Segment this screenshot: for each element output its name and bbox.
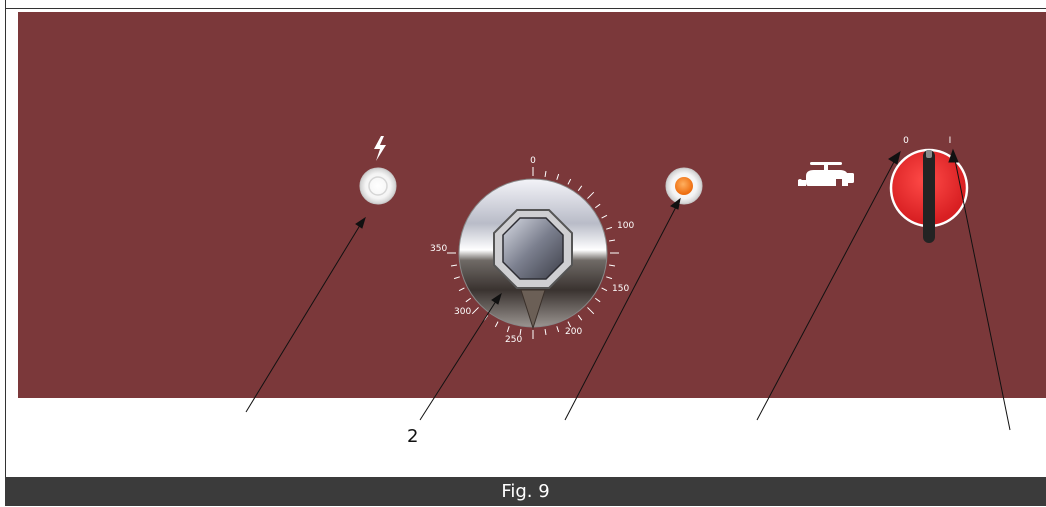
figure-caption: Fig. 9	[5, 477, 1046, 506]
leader-arrowhead-switch-on	[948, 148, 959, 163]
dial-tick	[465, 297, 471, 303]
heating-indicator-lamp	[665, 167, 703, 205]
dial-tick	[544, 328, 547, 336]
switch-label-off: 0	[903, 136, 909, 146]
dial-tick	[606, 276, 613, 280]
dial-label-250: 250	[505, 335, 522, 345]
water-switch[interactable]: 0 I	[889, 136, 969, 243]
dial-tick	[577, 185, 583, 191]
leader-arrowhead-thermostat	[491, 292, 502, 305]
leader-arrowhead-heating-lamp	[670, 197, 681, 210]
dial-label-300: 300	[454, 307, 471, 317]
dial-tick	[450, 264, 458, 267]
dial-tick	[606, 226, 613, 230]
dial-grip-inner	[502, 217, 564, 280]
dial-tick	[595, 203, 601, 209]
dial-tick	[494, 321, 499, 328]
dial-tick	[506, 326, 510, 333]
leader-lines	[245, 148, 1011, 431]
dial-tick	[587, 191, 595, 199]
dial-tick	[608, 264, 616, 267]
thermostat-dial[interactable]: 0 100 150 200 250 300 350	[430, 156, 634, 345]
switch-lever[interactable]	[923, 150, 935, 243]
dial-tick	[519, 328, 522, 336]
dial-tick	[471, 307, 479, 315]
dial-label-0: 0	[530, 156, 536, 166]
dial-tick	[556, 173, 560, 180]
dial-tick	[544, 170, 547, 178]
switch-label-on: I	[949, 136, 952, 146]
dial-tick	[556, 326, 560, 333]
dial-label-150: 150	[612, 284, 629, 294]
dial-pointer	[520, 289, 546, 330]
leader-arrowhead-power-lamp	[355, 216, 366, 229]
dial-label-350: 350	[430, 244, 447, 254]
leader-line-thermostat	[419, 297, 499, 421]
dial-label-100: 100	[617, 221, 634, 231]
dial-tick	[458, 287, 465, 292]
lightning-icon	[374, 136, 386, 161]
dial-tick	[453, 276, 460, 280]
leader-line-switch-off	[756, 159, 896, 421]
dial-tick	[587, 307, 595, 315]
power-indicator-lamp	[359, 167, 397, 205]
dial-tick	[601, 214, 608, 219]
leader-line-switch-on	[954, 159, 1011, 431]
dial-scale-ticks	[447, 167, 619, 339]
leader-arrowhead-switch-off	[888, 150, 901, 165]
dial-label-200: 200	[565, 327, 582, 337]
water-tap-icon	[798, 162, 854, 186]
leader-line-heating-lamp	[564, 204, 678, 421]
leader-line-power-lamp	[245, 221, 363, 413]
dial-tick	[595, 297, 601, 303]
figure-frame	[5, 0, 1046, 506]
dial-tick	[567, 321, 572, 328]
figure-border-top	[5, 8, 1046, 9]
dial-tick	[567, 178, 572, 185]
dial-tick	[608, 239, 616, 242]
dial-tick	[577, 315, 583, 321]
dial-tick	[601, 287, 608, 292]
callout-number: 2	[407, 426, 419, 447]
